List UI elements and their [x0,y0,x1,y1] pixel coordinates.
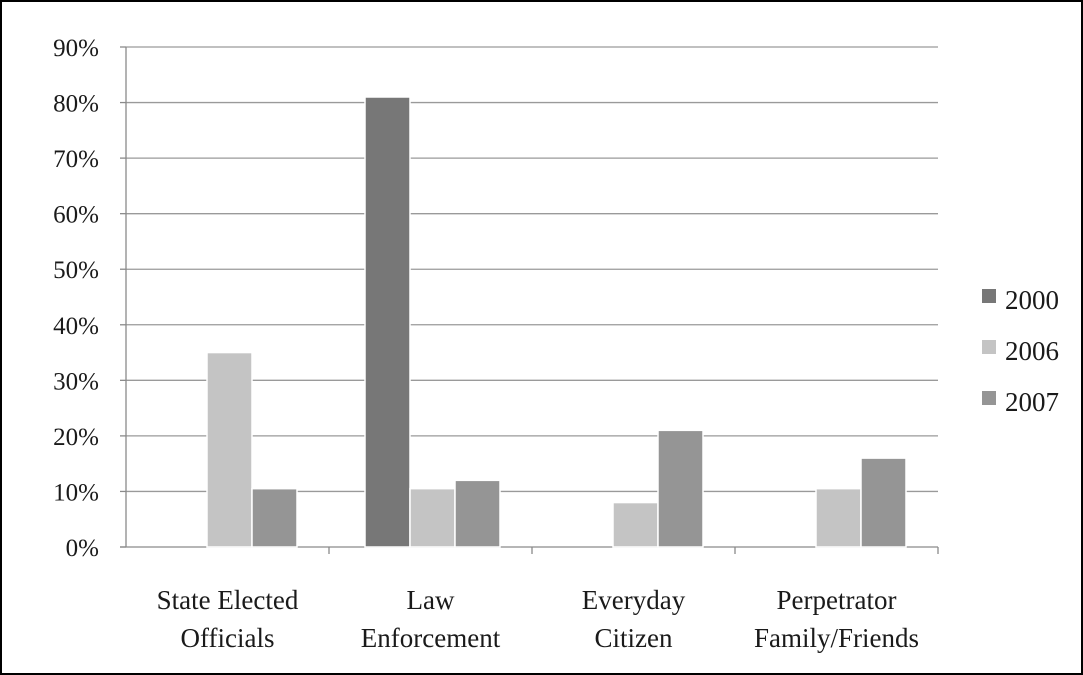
bar-2007-2 [657,429,704,548]
category-label: Officials [181,623,275,653]
legend-swatch-2000 [982,289,996,303]
y-tick-label: 10% [53,479,99,506]
y-tick-label: 50% [53,257,99,284]
category-label: Family/Friends [754,623,919,653]
bar-2007-0 [251,487,298,548]
legend-swatch-2007 [982,391,996,405]
category-label: Law [407,585,455,615]
y-tick-label: 90% [53,35,99,62]
bar-2006-2 [612,501,659,548]
bar-2000-1 [364,96,411,548]
category-label: Everyday [582,585,686,615]
legend-label-2007: 2007 [1005,387,1059,417]
y-tick-label: 70% [53,146,99,173]
legend-swatch-2006 [982,340,996,354]
y-tick-label: 60% [53,202,99,229]
bar-2006-3 [815,487,862,548]
y-tick-labels: 0% 10% 20% 30% 40% 50% 60% 70% 80% 90% [53,35,99,562]
bars [206,96,907,548]
category-label: Enforcement [361,623,501,653]
y-tick-label: 30% [53,368,99,395]
legend-label-2000: 2000 [1005,285,1059,315]
category-label: Perpetrator [777,585,897,615]
y-tick-label: 20% [53,424,99,451]
gridlines [126,46,938,493]
y-tick-label: 0% [66,535,99,562]
y-tick-label: 40% [53,313,99,340]
bar-2006-1 [409,487,456,548]
bar-2007-1 [454,479,501,548]
legend: 2000 2006 2007 [982,285,1059,417]
category-label: Citizen [595,623,673,653]
y-tick-label: 80% [53,91,99,118]
bar-2007-3 [860,457,907,548]
bar-2006-0 [206,351,253,548]
category-label: State Elected [157,585,299,615]
legend-label-2006: 2006 [1005,336,1059,366]
category-labels: State Elected Officials Law Enforcement Ever… [157,585,919,653]
